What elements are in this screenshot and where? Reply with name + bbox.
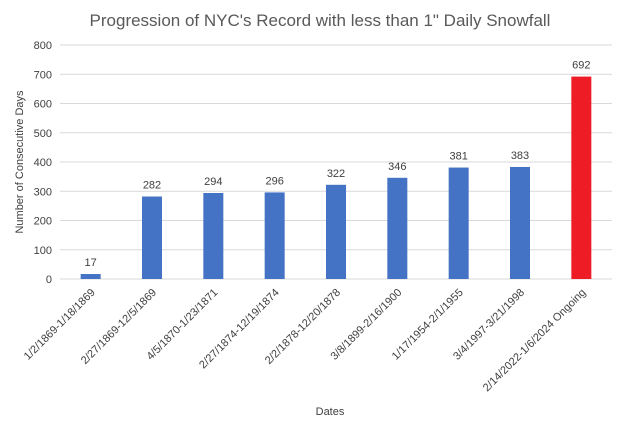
y-tick-label: 400 (34, 157, 52, 169)
y-tick-label: 0 (46, 274, 52, 286)
data-label: 294 (204, 176, 222, 188)
x-tick-label: 2/14/2022-1/6/2024 Ongoing (481, 287, 589, 395)
data-label: 322 (327, 168, 345, 180)
y-tick-label: 200 (34, 216, 52, 228)
bar (571, 76, 592, 279)
data-labels: 17 282 294 296 322 346 381 383 692 (85, 60, 591, 269)
y-tick-label: 600 (34, 99, 52, 111)
bar (142, 196, 162, 279)
data-label: 383 (511, 150, 529, 162)
y-tick-label: 700 (34, 69, 52, 81)
data-label: 381 (449, 151, 467, 163)
data-label: 17 (85, 257, 97, 269)
bar (326, 184, 346, 279)
bar (510, 166, 530, 279)
data-label: 346 (388, 161, 406, 173)
data-label: 692 (572, 60, 590, 72)
bar (448, 167, 469, 279)
bars (80, 76, 592, 279)
y-tick-label: 300 (34, 186, 52, 198)
y-tick-label: 800 (34, 40, 52, 52)
chart-title: Progression of NYC's Record with less th… (90, 11, 551, 30)
bar (264, 192, 285, 279)
data-label: 282 (143, 180, 161, 192)
y-tick-label: 100 (34, 245, 52, 257)
y-tick-label: 500 (34, 128, 52, 140)
y-axis-ticks: 0 100 200 300 400 500 600 700 800 (34, 40, 52, 286)
x-axis-title: Dates (316, 406, 345, 418)
bar (80, 274, 101, 279)
bar (203, 193, 224, 279)
x-axis-ticks: 1/2/1869-1/18/18692/27/1869-12/5/18694/5… (22, 287, 589, 395)
data-label: 296 (265, 175, 283, 187)
bar (387, 177, 408, 279)
y-axis-title: Number of Consecutive Days (14, 90, 26, 234)
